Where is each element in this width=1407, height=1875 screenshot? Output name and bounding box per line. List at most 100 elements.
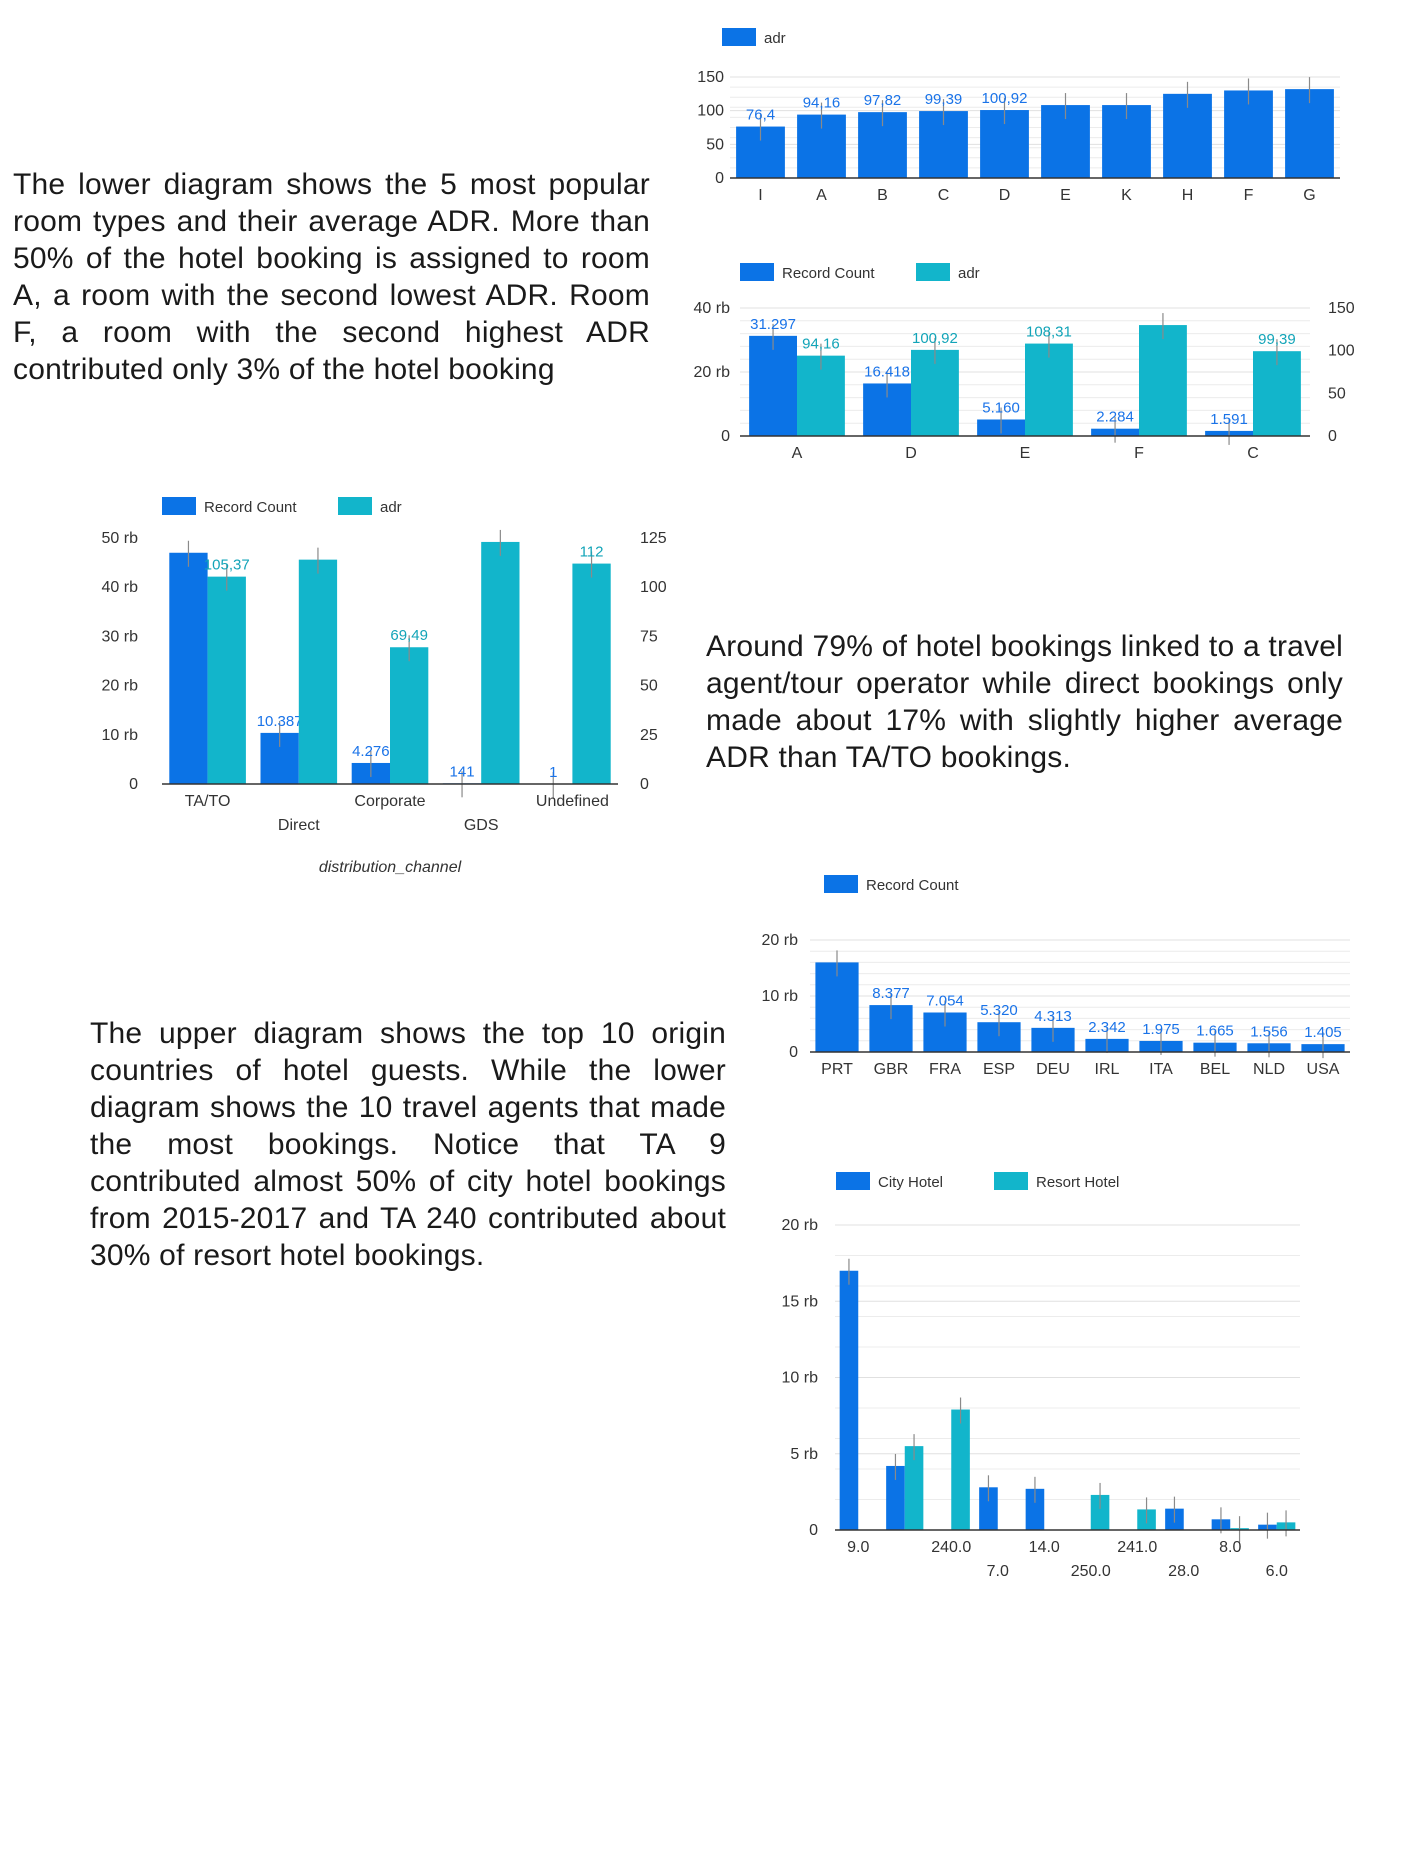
- bar: [1253, 351, 1301, 436]
- y2-tick-label: 25: [640, 727, 658, 744]
- data-label: 141: [450, 763, 475, 780]
- x-tick-label: DEU: [1036, 1061, 1070, 1078]
- data-label: 5.320: [980, 1002, 1018, 1019]
- data-label: 76,4: [746, 107, 775, 124]
- data-label: 7.054: [926, 992, 964, 1009]
- y-tick-label: 40 rb: [694, 300, 731, 317]
- data-label: 31.297: [750, 316, 796, 333]
- chart-distribution-channel: Record Count adr 0 10 rb 20 rb 30 rb 40 rb 50 r…: [102, 497, 667, 876]
- data-label: 1.975: [1142, 1021, 1180, 1038]
- x-tick-label: C: [1247, 445, 1259, 462]
- y-tick-label: 20 rb: [102, 678, 139, 695]
- data-label: 4.313: [1034, 1008, 1072, 1025]
- data-label: 2.284: [1096, 409, 1134, 426]
- data-label: 69,49: [390, 627, 428, 644]
- legend-swatch: [824, 875, 858, 893]
- y-tick-label: 10 rb: [762, 988, 799, 1005]
- data-label: 99,39: [1258, 331, 1296, 348]
- legend-label: adr: [958, 265, 980, 282]
- bar: [886, 1465, 905, 1530]
- chart-adr-by-room-type: adr 0 50 100 150 76,4 94,16 97,82 99,39 100,92 I A B…: [697, 28, 1340, 204]
- y2-tick-label: 75: [640, 628, 658, 645]
- x-tick-label: 7.0: [987, 1563, 1009, 1580]
- y2-tick-label: 100: [1328, 343, 1355, 360]
- legend-swatch: [916, 263, 950, 281]
- y-tick-label: 0: [809, 1522, 818, 1539]
- bar: [904, 1446, 924, 1530]
- bar: [815, 962, 859, 1052]
- x-tick-label: Corporate: [354, 793, 425, 810]
- data-label: 100,92: [982, 90, 1028, 107]
- bar: [911, 349, 959, 436]
- y-tick-label: 40 rb: [102, 579, 139, 596]
- y-tick-label: 20 rb: [694, 364, 731, 381]
- x-tick-label: FRA: [929, 1061, 961, 1078]
- y-tick-label: 10 rb: [102, 727, 139, 744]
- paragraph-countries-agents: The upper diagram shows the top 10 origi…: [90, 1017, 726, 1272]
- x-tick-label: IRL: [1095, 1061, 1120, 1078]
- bar: [979, 1487, 998, 1530]
- x-tick-label: H: [1182, 187, 1194, 204]
- data-label: 105,37: [204, 557, 250, 574]
- y-tick-label: 30 rb: [102, 628, 139, 645]
- data-label: 112: [580, 544, 604, 561]
- y2-tick-label: 50: [640, 678, 658, 695]
- y-tick-label: 100: [697, 103, 724, 120]
- bar: [1224, 90, 1273, 178]
- data-label: 1.556: [1250, 1023, 1288, 1040]
- bar: [1163, 93, 1212, 178]
- legend-swatch: [836, 1172, 870, 1190]
- data-label: 108,31: [1026, 324, 1072, 341]
- x-tick-label: 250.0: [1071, 1563, 1111, 1580]
- bar: [749, 335, 797, 436]
- x-tick-label: PRT: [821, 1061, 853, 1078]
- legend-label: Record Count: [204, 499, 297, 516]
- legend-label: Record Count: [782, 265, 875, 282]
- legend-label: Resort Hotel: [1036, 1174, 1119, 1191]
- y2-tick-label: 50: [1328, 385, 1346, 402]
- data-label: 97,82: [864, 92, 902, 109]
- x-tick-label: 28.0: [1168, 1563, 1199, 1580]
- x-tick-label: Undefined: [536, 793, 609, 810]
- legend-label: adr: [764, 30, 786, 47]
- x-tick-label: 9.0: [847, 1539, 869, 1556]
- y-tick-label: 0: [129, 776, 138, 793]
- x-tick-label: 6.0: [1266, 1563, 1288, 1580]
- x-tick-label: BEL: [1200, 1061, 1230, 1078]
- x-tick-label: 8.0: [1219, 1539, 1241, 1556]
- paragraph-room-types: The lower diagram shows the 5 most popul…: [13, 168, 650, 386]
- x-tick-label: F: [1244, 187, 1254, 204]
- y-tick-label: 50 rb: [102, 530, 139, 547]
- x-tick-label: ESP: [983, 1061, 1015, 1078]
- x-tick-label: 240.0: [931, 1539, 971, 1556]
- x-tick-label: B: [877, 187, 888, 204]
- data-label: 99,39: [925, 91, 963, 108]
- x-tick-label: D: [905, 445, 917, 462]
- legend-swatch: [722, 28, 756, 46]
- y-tick-label: 5 rb: [790, 1446, 818, 1463]
- y-tick-label: 20 rb: [782, 1217, 819, 1234]
- x-tick-label: E: [1020, 445, 1031, 462]
- y2-tick-label: 150: [1328, 300, 1355, 317]
- y-tick-label: 50: [706, 136, 724, 153]
- data-label: 16.418: [864, 363, 910, 380]
- x-tick-label: D: [999, 187, 1011, 204]
- x-tick-label: 241.0: [1117, 1539, 1157, 1556]
- chart-top-travel-agents: City Hotel Resort Hotel 0 5 rb 10 rb 15 rb 20 …: [782, 1172, 1300, 1580]
- x-tick-label: K: [1121, 187, 1132, 204]
- legend-label: Record Count: [866, 877, 959, 894]
- legend-label: City Hotel: [878, 1174, 943, 1191]
- y-tick-label: 0: [789, 1044, 798, 1061]
- bar: [951, 1409, 970, 1530]
- chart-top-countries: Record Count 0 10 rb 20 rb 8.377 7.054 5.320 4.…: [762, 875, 1350, 1078]
- bar: [169, 552, 208, 784]
- x-tick-label: Direct: [278, 817, 320, 834]
- paragraph-distribution-channel: Around 79% of hotel bookings linked to a…: [706, 630, 1343, 774]
- data-label: 100,92: [912, 330, 958, 347]
- bar: [1025, 1488, 1045, 1530]
- data-label: 5.160: [982, 399, 1020, 416]
- chart-room-type-count-adr: Record Count adr 0 20 rb 40 rb 0 50 100 150 31.29…: [694, 263, 1355, 462]
- data-label: 10.387: [257, 713, 303, 730]
- x-tick-label: USA: [1307, 1061, 1340, 1078]
- x-tick-label: F: [1134, 445, 1144, 462]
